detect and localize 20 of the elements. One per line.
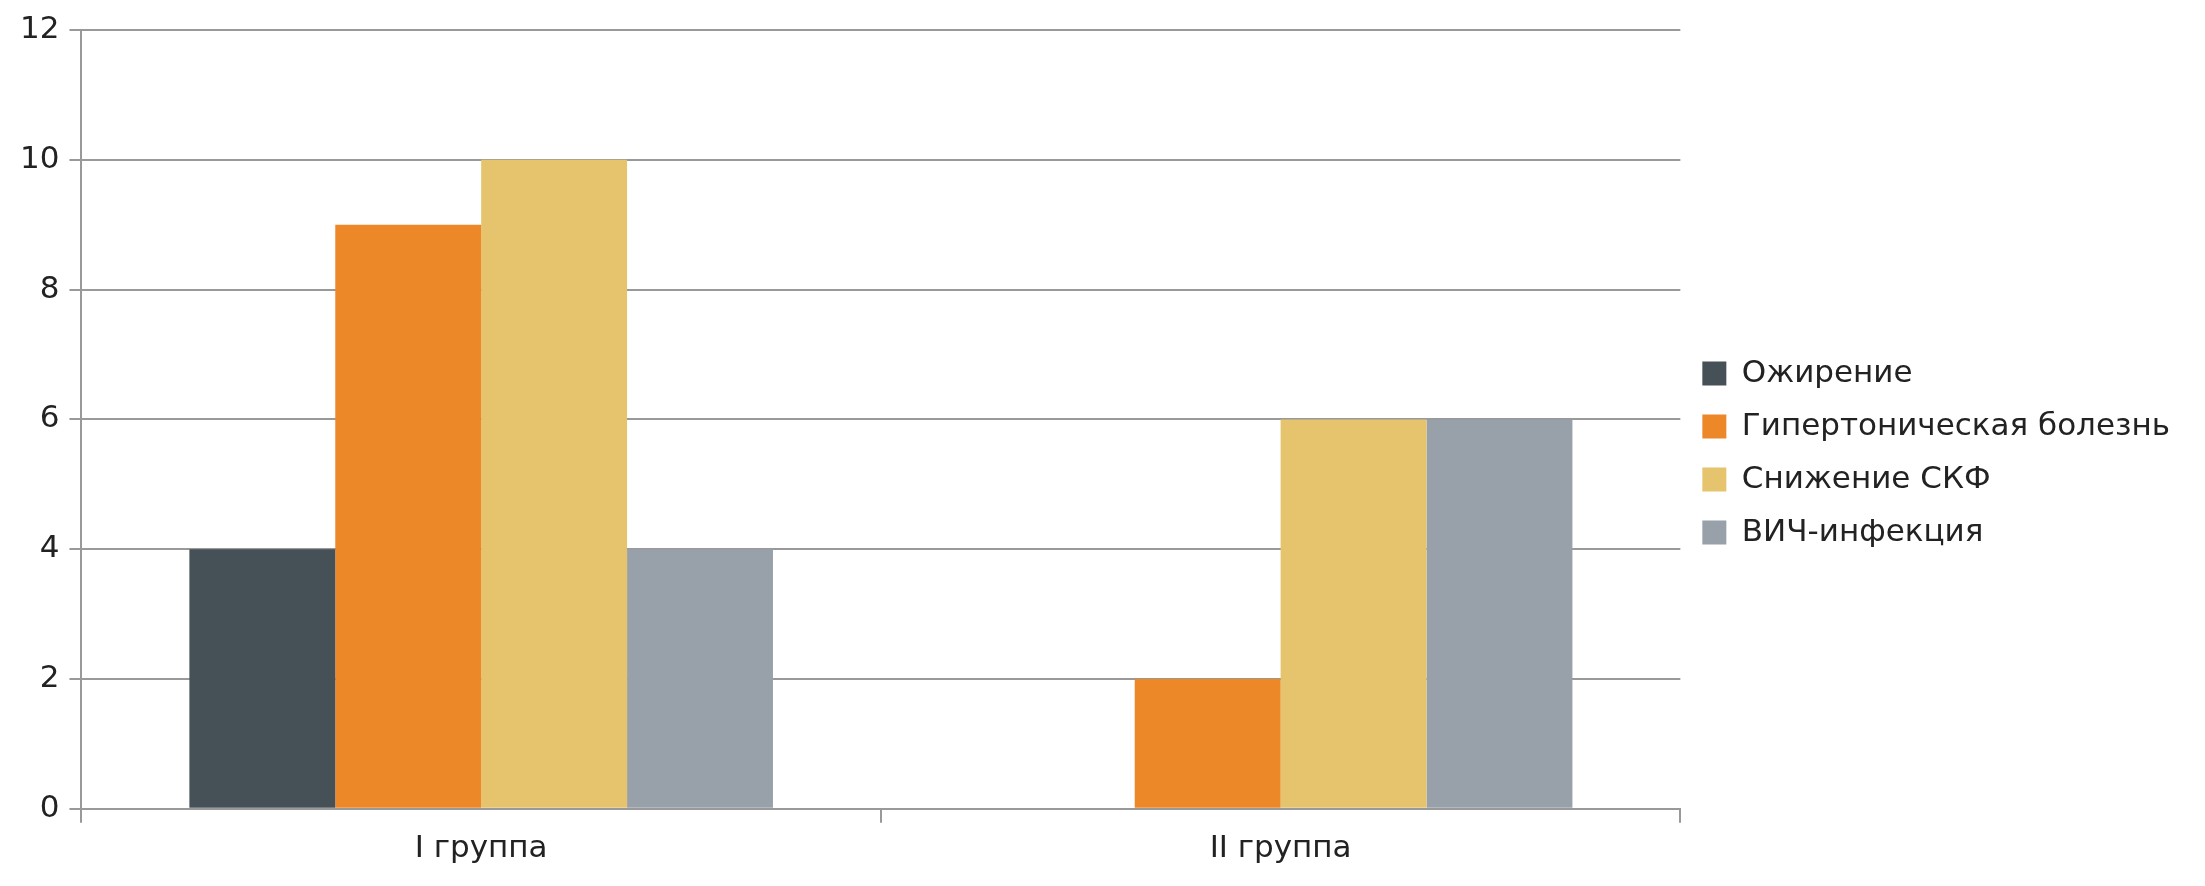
y-tick-label: 2 (39, 658, 60, 695)
y-tick-label: 12 (19, 9, 60, 46)
y-tick-label: 4 (39, 528, 60, 565)
x-tick-label: II группа (1209, 828, 1352, 865)
bar (1134, 679, 1281, 808)
y-tick-label: 6 (39, 398, 60, 435)
bar (1280, 419, 1427, 808)
y-tick-label: 10 (19, 138, 60, 175)
legend-label: Гипертоническая болезнь (1741, 405, 2171, 442)
bar (1426, 419, 1573, 808)
bar (627, 549, 773, 808)
legend-label: Снижение СКФ (1741, 458, 1991, 495)
bar (189, 549, 336, 808)
y-tick-label: 0 (39, 787, 60, 824)
legend-label: Ожирение (1741, 352, 1913, 389)
x-tick-label: I группа (414, 828, 548, 865)
bar (335, 224, 482, 808)
bar (481, 159, 628, 808)
legend-label: ВИЧ-инфекция (1741, 511, 1984, 548)
y-tick-label: 8 (39, 268, 60, 305)
